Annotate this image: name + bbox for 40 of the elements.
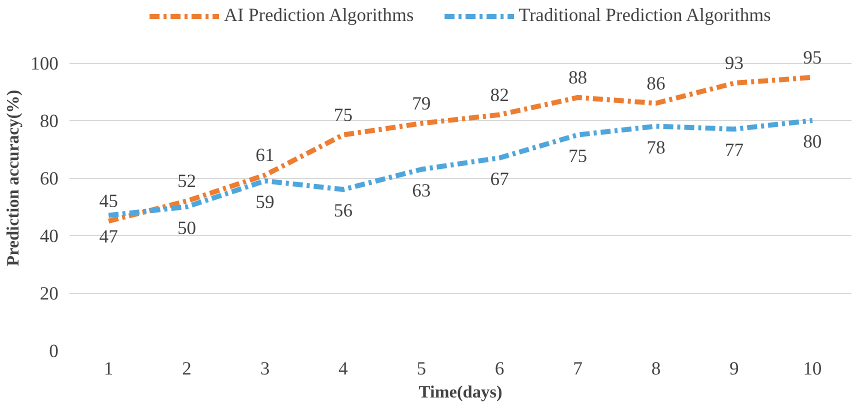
x-tick-label: 8: [651, 358, 661, 380]
x-tick-label: 9: [730, 358, 739, 380]
data-label: 75: [334, 104, 353, 126]
data-label: 67: [490, 168, 509, 190]
y-tick-label: 80: [40, 111, 58, 132]
y-tick-label: 60: [40, 168, 58, 190]
data-label: 78: [646, 137, 666, 158]
data-label: 59: [256, 192, 274, 213]
data-label: 52: [177, 171, 196, 192]
y-tick-label: 40: [40, 226, 58, 247]
data-label: 63: [412, 180, 431, 202]
y-tick-label: 0: [49, 341, 58, 362]
x-tick-label: 3: [260, 358, 270, 380]
data-label: 93: [724, 53, 744, 74]
data-label: 50: [177, 218, 196, 239]
y-tick-label: 20: [40, 284, 58, 304]
data-label: 82: [490, 84, 509, 106]
data-label: 80: [803, 132, 822, 152]
y-axis-title: Prediction accuracy(%): [4, 90, 23, 266]
x-tick-label: 4: [338, 358, 349, 380]
data-label: 56: [334, 200, 353, 222]
data-label: 61: [256, 145, 274, 166]
legend-label: Traditional Prediction Algorithms: [518, 5, 771, 27]
x-tick-label: 5: [416, 358, 426, 380]
data-label: 45: [99, 191, 118, 212]
data-label: 86: [646, 73, 666, 94]
x-axis-title: Time(days): [418, 382, 502, 402]
x-tick-label: 2: [182, 358, 192, 380]
x-tick-label: 10: [803, 358, 822, 380]
data-label: 75: [568, 146, 588, 167]
x-tick-label: 7: [573, 358, 582, 380]
y-tick-label: 100: [30, 54, 58, 74]
x-tick-label: 6: [494, 358, 504, 380]
x-tick-label: 1: [104, 358, 114, 380]
data-label: 47: [99, 226, 118, 248]
legend-label: AI Prediction Algorithms: [224, 5, 414, 27]
data-label: 88: [568, 68, 588, 88]
data-label: 79: [412, 93, 431, 114]
data-label: 77: [724, 140, 744, 162]
data-label: 95: [803, 47, 822, 68]
